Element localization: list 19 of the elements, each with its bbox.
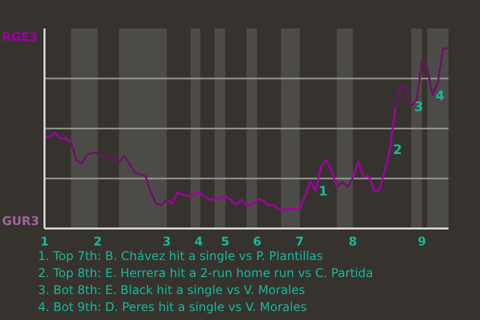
x-tick-label: 2	[93, 234, 102, 248]
text: 1. Top 7th: B. Chávez hit a single vs P. Plantillas	[38, 248, 324, 265]
x-tick-label: 8	[348, 234, 357, 248]
x-tick-label: 1	[40, 234, 49, 248]
annotation: 1	[318, 184, 328, 200]
x-tick-label: 3	[162, 234, 171, 248]
annotation: 3	[414, 100, 424, 115]
x-tick-label: 9	[418, 234, 426, 248]
x-tick-label: 4	[194, 234, 203, 248]
text: GUR3	[2, 214, 40, 228]
text: 2. Top 8th: E. Herrera hit a 2-run home run vs C. Partida	[38, 265, 374, 282]
annotation: 4	[436, 89, 445, 104]
text: 4. Bot 9th: D. Peres hit a single vs V. Morales	[38, 299, 308, 316]
x-tick-label: 6	[252, 234, 262, 248]
annotation: 2	[393, 143, 402, 158]
text: RGE3	[2, 30, 38, 44]
x-tick-label: 7	[295, 234, 304, 248]
x-tick-label: 5	[221, 234, 230, 248]
text: 3. Bot 8th: E. Black hit a single vs V. Morales	[38, 282, 306, 299]
